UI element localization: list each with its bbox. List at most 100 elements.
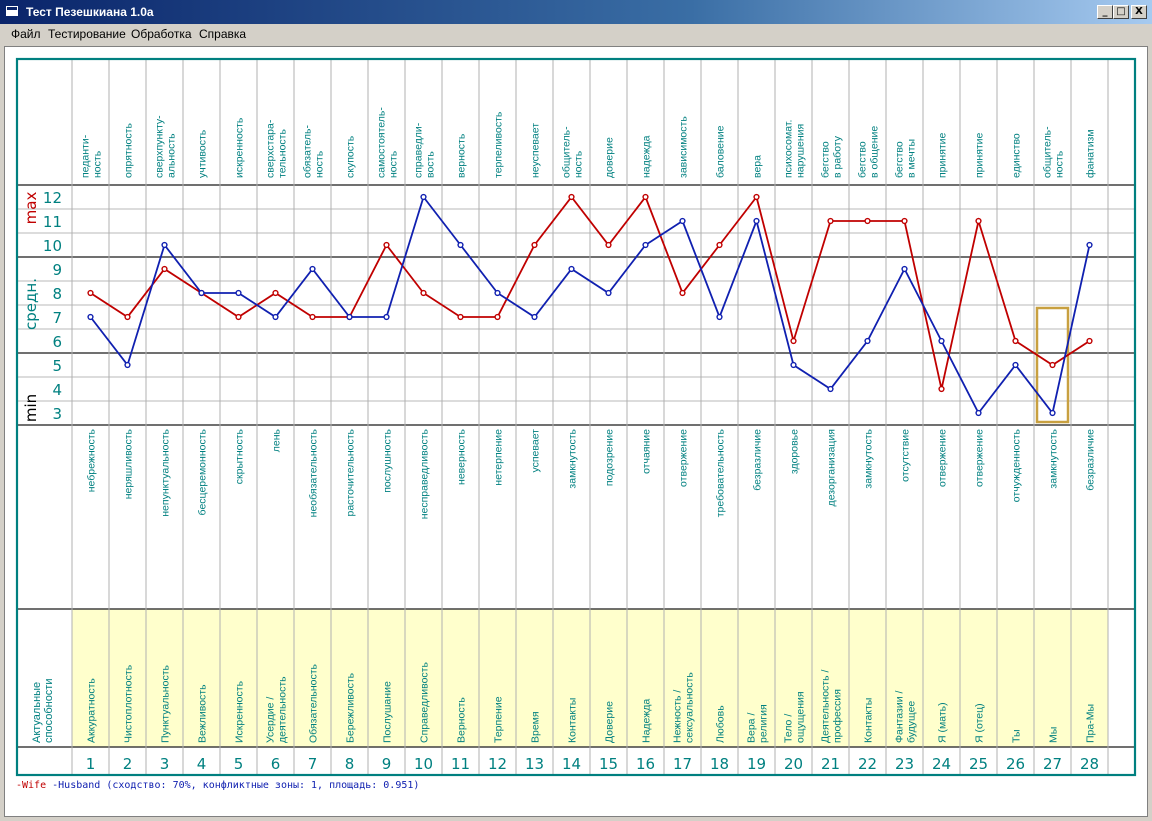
scale-tick: 7: [52, 309, 62, 327]
title-bar: Тест Пезешкиана 1.0а _ □ X: [0, 0, 1152, 24]
column-number: 23: [895, 755, 914, 773]
menu-processing[interactable]: Обработка: [131, 27, 192, 41]
ability-label: Бережливость: [345, 672, 357, 743]
ability-label: Я (мать): [937, 702, 949, 743]
ability-label: сексуальность: [684, 672, 696, 743]
legend-husband: -Husband: [52, 780, 101, 791]
top-label: нарушения: [795, 124, 807, 178]
chart-frame: [15, 57, 1137, 777]
series-point-husband: [679, 217, 686, 225]
series-line-husband: [89, 195, 1091, 416]
bottom-label: отчужденность: [1011, 428, 1023, 502]
series-point-husband: [161, 241, 168, 249]
scale-tick: 9: [52, 261, 62, 279]
top-label: ность: [92, 150, 104, 178]
series-point-husband: [605, 289, 612, 297]
close-button[interactable]: X: [1131, 5, 1147, 19]
series-point-husband: [1012, 361, 1019, 369]
series-point-husband: [124, 361, 131, 369]
series-point-husband: [901, 265, 908, 273]
scale-max-label: max: [22, 192, 40, 225]
ability-label: Обязательность: [308, 663, 320, 743]
series-point-husband: [938, 337, 945, 345]
series-point-husband: [1049, 409, 1056, 417]
menu-file[interactable]: Файл: [11, 27, 41, 41]
ability-label: Я (отец): [974, 703, 986, 743]
scale-mid-label: средн.: [22, 278, 40, 330]
column-number: 8: [345, 755, 355, 773]
menu-bar: Файл Тестирование Обработка Справка: [0, 24, 1152, 44]
ability-label: ощущения: [795, 691, 807, 743]
top-label: доверие: [604, 137, 616, 178]
series-point-husband: [494, 289, 501, 297]
series-point-husband: [383, 313, 390, 321]
column-number: 25: [969, 755, 988, 773]
menu-help[interactable]: Справка: [199, 27, 247, 41]
column-number: 4: [197, 755, 207, 773]
series-point-wife: [309, 313, 316, 321]
ability-label: Время: [530, 711, 542, 743]
top-label: альность: [166, 133, 178, 178]
bottom-label: несправедливость: [419, 428, 431, 519]
column-number: 26: [1006, 755, 1025, 773]
top-label: тельность: [277, 129, 289, 178]
column-number: 18: [710, 755, 729, 773]
top-label: общитель-: [561, 126, 573, 178]
abilities-header: способности: [43, 679, 55, 744]
scale-tick: 10: [43, 237, 62, 255]
top-label: скупость: [345, 135, 357, 178]
top-label: верность: [456, 133, 468, 178]
scale-tick: 3: [52, 405, 62, 423]
column-number: 21: [821, 755, 840, 773]
bottom-label: замкнутость: [1048, 428, 1060, 488]
highlight-box: [1035, 306, 1070, 424]
bottom-label: отвержение: [937, 429, 949, 487]
series-point-wife: [753, 193, 760, 201]
minimize-button[interactable]: _: [1097, 5, 1113, 19]
menu-testing[interactable]: Тестирование: [48, 27, 126, 41]
series-point-wife: [124, 313, 131, 321]
legend-wife: -Wife: [16, 780, 47, 791]
top-label: терпеливость: [493, 111, 505, 178]
series-point-husband: [420, 193, 427, 201]
bottom-label: замкнутость: [863, 428, 875, 488]
series-point-husband: [235, 289, 242, 297]
bottom-label: послушность: [382, 428, 394, 492]
legend-summary: (сходство: 70%, конфликтные зоны: 1, пло…: [106, 780, 420, 791]
series-point-husband: [864, 337, 871, 345]
bottom-label: безразличие: [752, 429, 764, 491]
maximize-button[interactable]: □: [1113, 5, 1129, 19]
series-point-wife: [642, 193, 649, 201]
top-label: ность: [388, 150, 400, 178]
column-number: 15: [599, 755, 618, 773]
column-number: 9: [382, 755, 392, 773]
ability-label: Контакты: [863, 698, 875, 743]
series-point-husband: [87, 313, 94, 321]
ability-label: Деятельность /: [820, 669, 832, 743]
top-label: в мечты: [906, 139, 918, 178]
ability-label: Любовь: [715, 705, 727, 743]
series-point-wife: [87, 289, 94, 297]
ability-label: Послушание: [382, 681, 394, 743]
ability-label: Вежливость: [197, 684, 209, 743]
bottom-label: отсутствие: [900, 429, 912, 482]
top-label: ность: [314, 150, 326, 178]
top-label: бегство: [894, 141, 906, 178]
column-number: 3: [160, 755, 170, 773]
ability-label: Надежда: [641, 699, 653, 743]
series-point-husband: [531, 313, 538, 321]
series-point-wife: [901, 217, 908, 225]
bottom-label: отвержение: [974, 429, 986, 487]
top-label: надежда: [641, 135, 653, 178]
top-label: сверхстара-: [265, 119, 277, 178]
ability-label: Вера /: [746, 713, 758, 743]
top-label: психосомат.: [783, 120, 795, 178]
top-label: бегство: [820, 141, 832, 178]
top-label: вера: [752, 155, 764, 178]
series-point-wife: [790, 337, 797, 345]
column-number: 1: [86, 755, 96, 773]
scale-tick: 11: [43, 213, 62, 231]
scale-min-label: min: [22, 394, 40, 422]
bottom-label: успевает: [530, 429, 542, 473]
